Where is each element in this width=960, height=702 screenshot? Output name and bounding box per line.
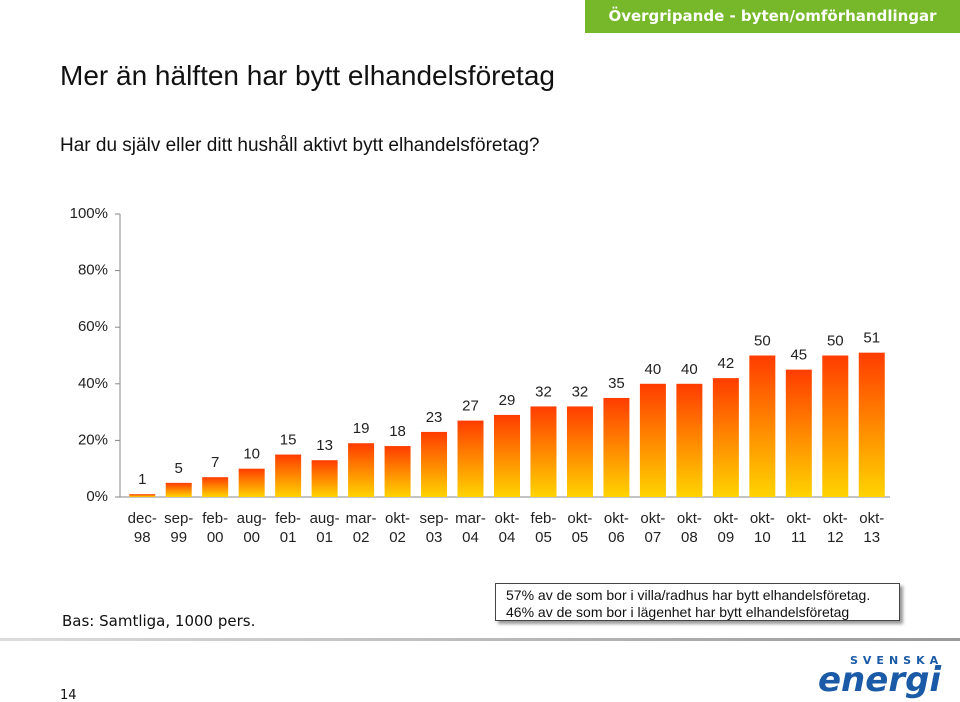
bar — [749, 355, 776, 497]
bar — [165, 482, 192, 497]
bar — [348, 443, 375, 497]
bar — [676, 383, 703, 497]
value-label: 18 — [389, 423, 406, 440]
value-label: 32 — [535, 383, 552, 400]
logo-top: SVENSKA — [850, 654, 944, 667]
bar — [566, 406, 593, 497]
note-box: 57% av de som bor i villa/radhus har byt… — [495, 583, 900, 621]
value-label: 15 — [280, 432, 297, 449]
x-tick-label: okt- 06 — [603, 510, 629, 546]
x-tick-label: okt- 05 — [567, 510, 593, 546]
bar — [384, 446, 411, 497]
bar — [822, 355, 849, 497]
x-tick-label: mar- 04 — [455, 510, 486, 546]
y-tick-label: 100% — [70, 205, 108, 222]
x-tick-label: okt- 04 — [494, 510, 520, 546]
x-tick-label: sep- 03 — [419, 510, 449, 546]
note-line: 57% av de som bor i villa/radhus har byt… — [506, 587, 871, 603]
value-label: 23 — [426, 409, 443, 426]
y-tick-label: 0% — [86, 488, 108, 505]
question: Har du själv eller ditt hushåll aktivt b… — [60, 135, 540, 156]
y-tick-label: 60% — [78, 318, 108, 335]
bar — [202, 477, 229, 497]
bar — [639, 383, 666, 497]
value-label: 32 — [572, 383, 589, 400]
value-label: 29 — [499, 392, 516, 409]
value-label: 50 — [754, 332, 771, 349]
value-label: 10 — [243, 446, 260, 463]
x-tick-label: aug- 01 — [309, 510, 340, 546]
bar — [421, 431, 448, 497]
x-tick-label: feb- 00 — [202, 510, 229, 546]
x-tick-label: aug- 00 — [236, 510, 267, 546]
value-label: 1 — [138, 471, 146, 488]
value-label: 27 — [462, 398, 479, 415]
value-label: 13 — [316, 437, 333, 454]
bar — [238, 468, 265, 497]
bar — [530, 406, 557, 497]
logo-bottom: energi — [818, 660, 942, 700]
base-note: Bas: Samtliga, 1000 pers. — [62, 612, 256, 630]
value-label: 50 — [827, 332, 844, 349]
value-label: 51 — [863, 330, 880, 347]
value-label: 40 — [681, 361, 698, 378]
x-tick-label: dec- 98 — [127, 510, 157, 546]
x-tick-label: feb- 01 — [275, 510, 302, 546]
value-label: 7 — [211, 454, 219, 471]
x-tick-label: okt- 02 — [385, 510, 411, 546]
x-tick-label: okt- 11 — [786, 510, 812, 546]
x-tick-label: mar- 02 — [345, 510, 377, 546]
x-tick-label: okt- 09 — [713, 510, 739, 546]
x-tick-label: okt- 13 — [859, 510, 885, 546]
slide-title: Mer än hälften har bytt elhandelsföretag — [60, 60, 555, 91]
footer-line — [0, 638, 960, 641]
value-label: 45 — [790, 347, 807, 364]
bar — [785, 369, 812, 497]
header-tag: Övergripande - byten/omförhandlingar — [585, 0, 960, 33]
bar — [858, 352, 885, 497]
x-tick-label: okt- 08 — [676, 510, 702, 546]
bar — [712, 378, 739, 497]
value-label: 35 — [608, 375, 625, 392]
x-tick-label: okt- 10 — [749, 510, 775, 546]
value-label: 19 — [353, 420, 370, 437]
bar — [457, 420, 484, 497]
page-number: 14 — [60, 688, 77, 702]
bar — [603, 397, 630, 497]
bar — [275, 454, 302, 497]
bar — [494, 414, 520, 497]
value-label: 40 — [645, 361, 662, 378]
bar — [129, 494, 156, 497]
value-label: 5 — [175, 460, 183, 477]
value-label: 42 — [718, 355, 735, 372]
bar — [311, 460, 338, 497]
note-line: 46% av de som bor i lägenhet har bytt el… — [506, 604, 850, 620]
y-tick-label: 20% — [78, 431, 108, 448]
x-tick-label: sep- 99 — [164, 510, 194, 546]
x-tick-label: feb- 05 — [530, 510, 557, 546]
y-tick-label: 40% — [78, 375, 108, 392]
x-tick-label: okt- 12 — [822, 510, 848, 546]
x-tick-label: okt- 07 — [640, 510, 666, 546]
y-tick-label: 80% — [78, 262, 108, 279]
